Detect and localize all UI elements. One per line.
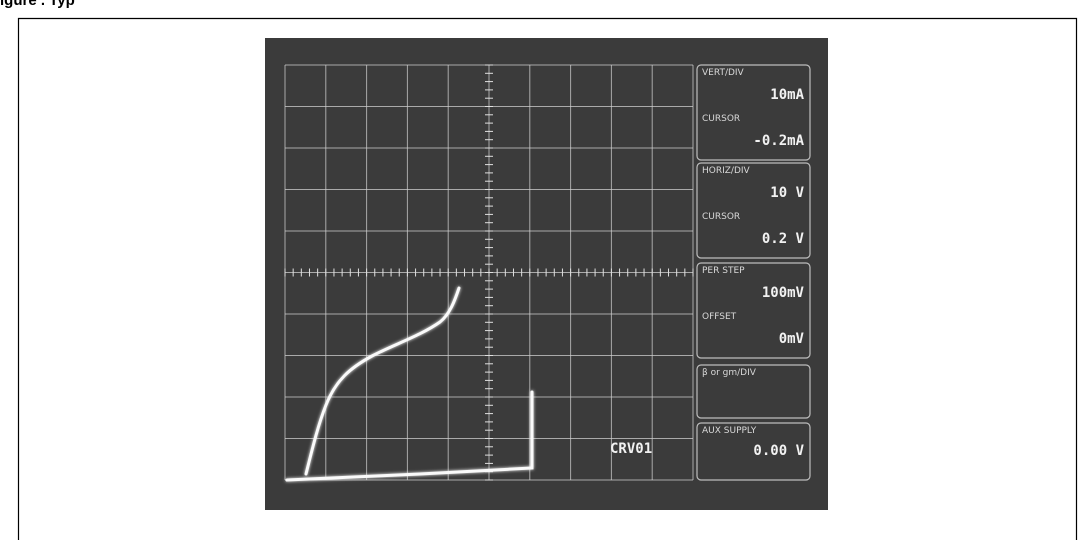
readout-value: 0.2 V bbox=[762, 231, 805, 247]
readout-value: 0.00 V bbox=[753, 443, 804, 459]
figure-title: igure . Typ bbox=[0, 0, 75, 9]
readout-label: β or gm/DIV bbox=[702, 368, 757, 378]
readout-label: HORIZ/DIV bbox=[702, 166, 751, 176]
readout-label: PER STEP bbox=[702, 266, 745, 276]
readout-label: CURSOR bbox=[702, 114, 740, 124]
page: {"header": {"title": "igure . Typ"}, "sc… bbox=[0, 0, 1082, 540]
readout-value: 10mA bbox=[770, 87, 804, 103]
readout-label: AUX SUPPLY bbox=[702, 426, 757, 436]
readout-value: -0.2mA bbox=[753, 133, 804, 149]
figure: igure . Typ VERT/DIV 10mA CURSOR -0.2mA HORI… bbox=[0, 0, 1082, 540]
readout-label: CURSOR bbox=[702, 212, 740, 222]
curve-label: CRV01 bbox=[610, 441, 652, 457]
readout-value: 0mV bbox=[779, 331, 805, 347]
readout-value: 10 V bbox=[770, 185, 804, 201]
readout-label: VERT/DIV bbox=[702, 68, 745, 78]
readout-label: OFFSET bbox=[702, 312, 737, 322]
readout-value: 100mV bbox=[762, 285, 805, 301]
